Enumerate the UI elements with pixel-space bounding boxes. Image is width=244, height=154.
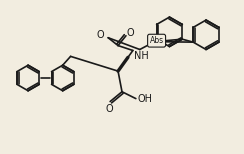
Text: Abs: Abs <box>150 36 164 45</box>
Text: OH: OH <box>138 94 153 104</box>
Text: O: O <box>127 28 135 38</box>
Text: O: O <box>105 103 113 113</box>
Text: NH: NH <box>134 51 149 61</box>
Text: O: O <box>97 30 104 40</box>
